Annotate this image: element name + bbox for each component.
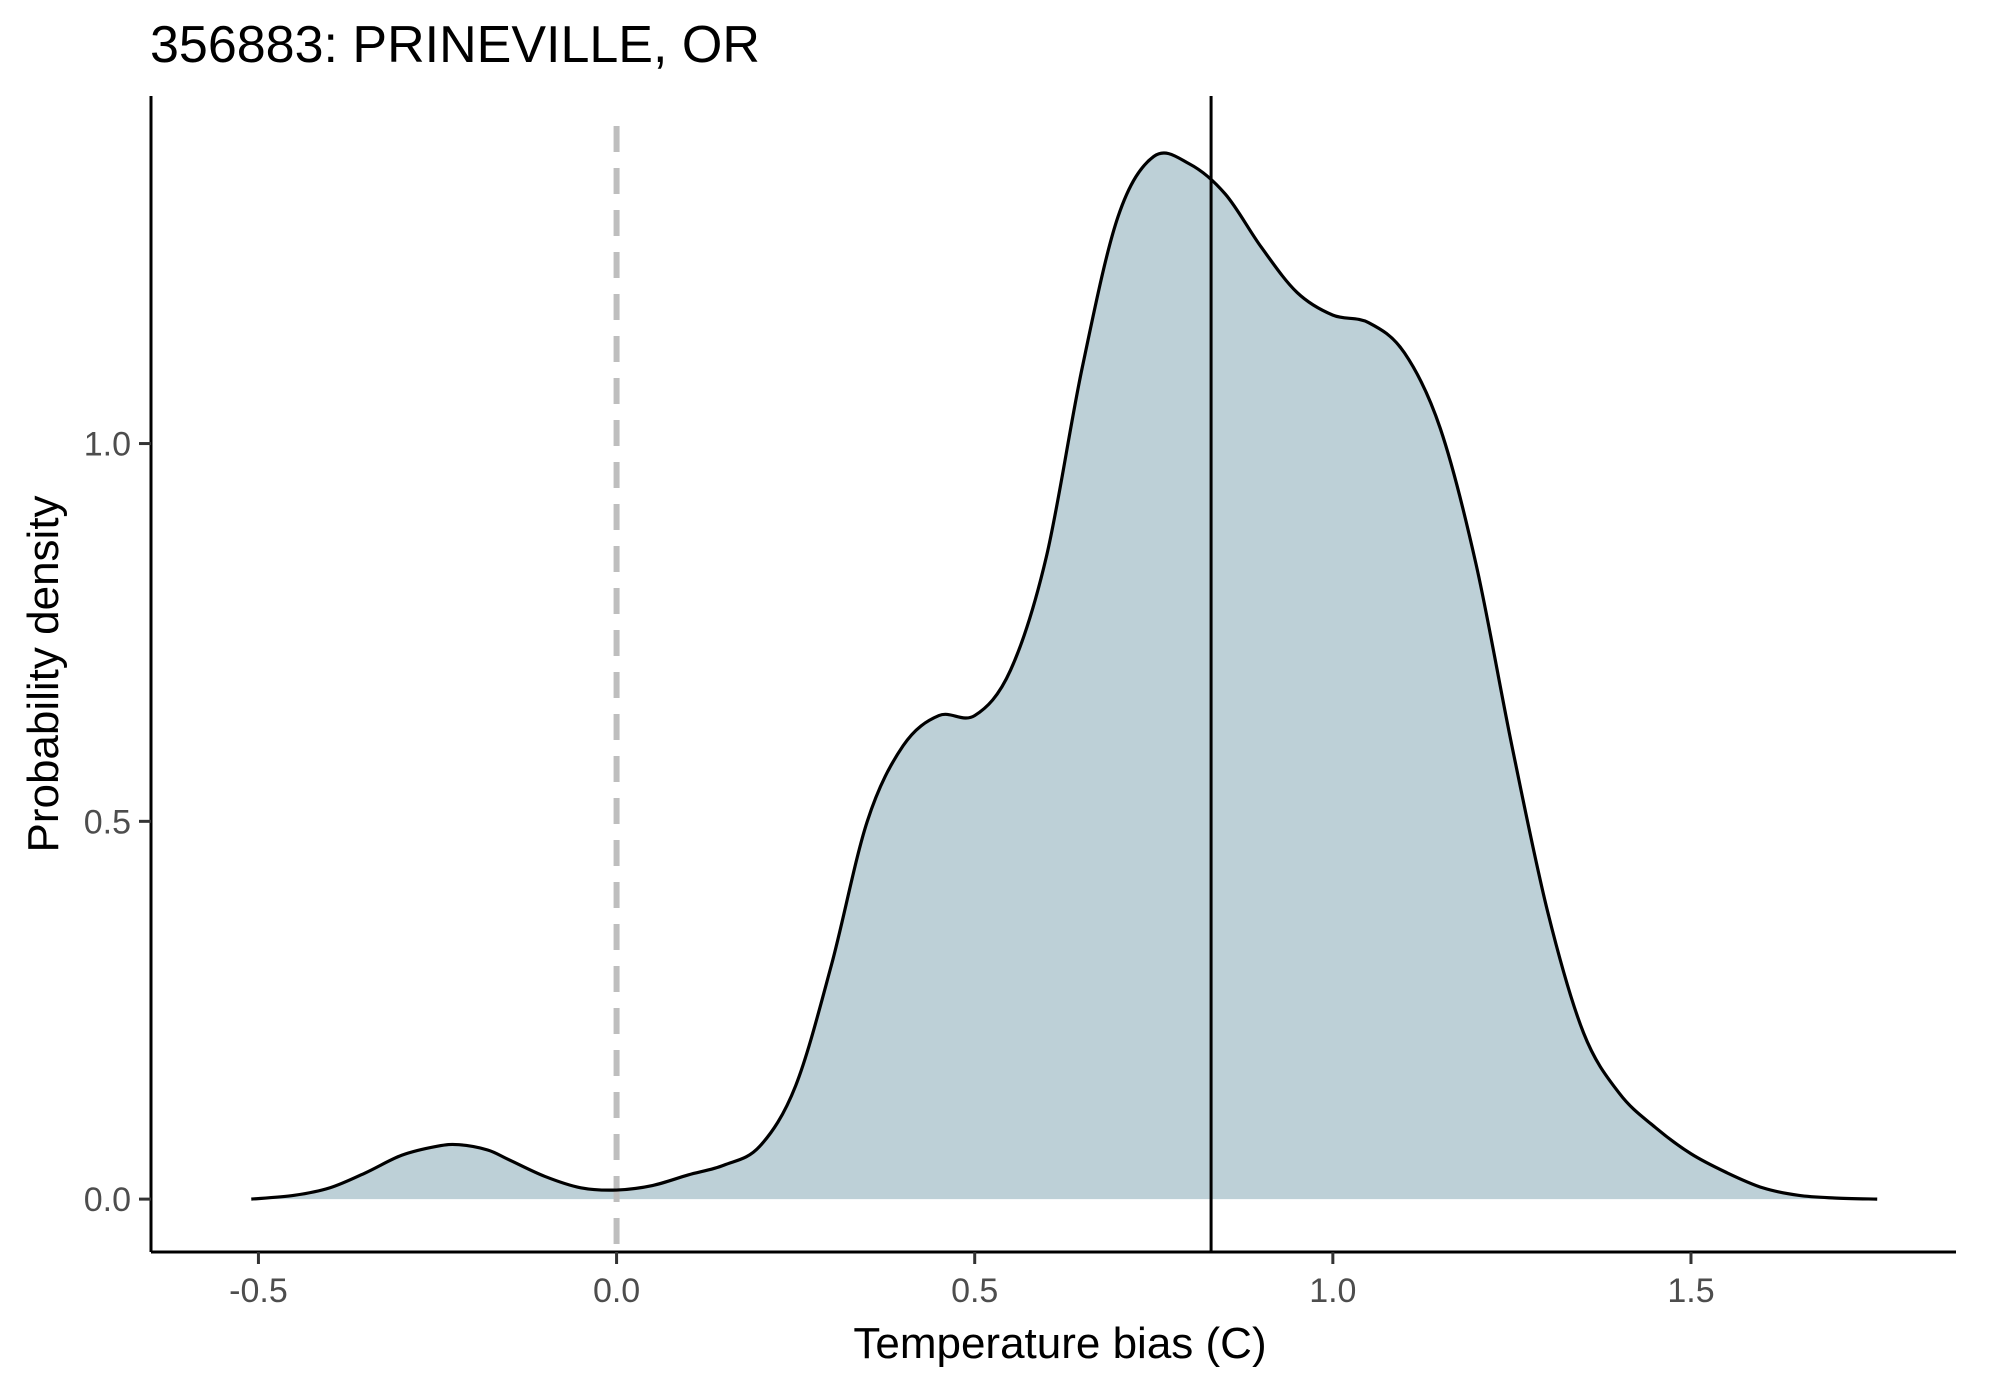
x-tick-label: 0.5 xyxy=(951,1272,998,1310)
x-tick-label: 0.0 xyxy=(593,1272,640,1310)
y-tick-label: 0.5 xyxy=(84,803,131,841)
x-axis-title: Temperature bias (C) xyxy=(853,1319,1266,1368)
chart-title: 356883: PRINEVILLE, OR xyxy=(150,16,760,74)
x-tick-label: 1.5 xyxy=(1667,1272,1714,1310)
x-axis-ticks: -0.5 0.0 0.5 1.0 1.5 xyxy=(229,1252,1715,1310)
plot-area xyxy=(251,96,1878,1252)
x-tick-label: -0.5 xyxy=(229,1272,288,1310)
y-tick-label: 1.0 xyxy=(84,426,131,464)
y-axis-title: Probability density xyxy=(19,495,68,852)
density-curve xyxy=(251,151,1878,1201)
y-axis-ticks: 0.0 0.5 1.0 xyxy=(84,426,151,1219)
density-area xyxy=(251,152,1878,1200)
x-tick-label: 1.0 xyxy=(1309,1272,1356,1310)
y-tick-label: 0.0 xyxy=(84,1181,131,1219)
